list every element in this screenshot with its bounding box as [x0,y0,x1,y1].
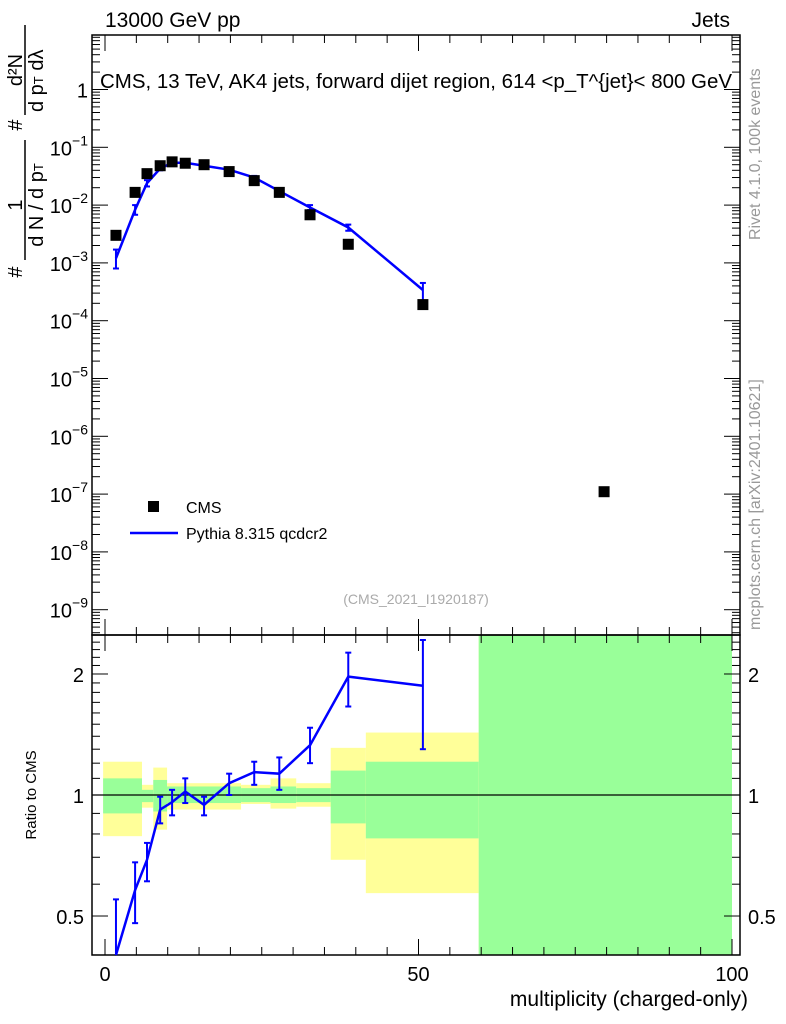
x-tick-label: 50 [407,964,429,986]
mcplots-label: mcplots.cern.ch [arXiv:2401.10621] [747,379,764,630]
y-tick-label: 10−5 [50,364,88,392]
analysis-watermark: (CMS_2021_I1920187) [343,591,489,607]
y-tick-label: 10−4 [50,306,88,334]
y-tick-label: 10−2 [50,190,88,218]
cms-data-point [223,166,235,178]
ratio-y-tick-label: 2 [73,665,84,687]
ratio-band-green-1 [141,789,154,803]
x-axis-title: multiplicity (charged-only) [510,988,748,1011]
data-marks [110,156,610,956]
header-left: 13000 GeV pp [105,9,240,32]
legend: CMS Pythia 8.315 qcdcr2 [130,500,328,543]
cms-data-point [198,159,210,171]
y-title-one: 1 [5,199,27,210]
y-tick-label: 10−8 [50,537,88,565]
y-title-num2: d²N [5,54,27,86]
ratio-y-tick-label: 0.5 [56,907,84,929]
legend-cms-label: CMS [186,500,222,517]
cms-data-point [166,156,178,168]
y-title-den2: d pT dλ [26,50,48,112]
ratio-band-green-2 [153,779,168,812]
y-tick-label: 10−6 [50,421,88,449]
ratio-y-tick-label-right: 1 [748,786,759,808]
ratio-y-tick-label-right: 0.5 [748,907,776,929]
ratio-y-tick-label-right: 2 [748,665,759,687]
cms-data-point [129,186,141,198]
y-axis-title: # 1 d N / d pT # d²N d pT dλ [5,25,48,278]
cms-data-point [342,238,354,250]
cms-data-point [154,160,166,172]
cms-data-point [304,209,316,221]
cms-data-point [248,175,260,187]
y-tick-label: 10−3 [50,248,88,276]
y-tick-label: 10−9 [50,595,88,623]
legend-mc-label: Pythia 8.315 qcdcr2 [186,526,328,543]
ratio-y-tick-label: 1 [73,786,84,808]
y-title-den1: d N / d pT [26,163,48,247]
cms-data-point [179,157,191,169]
cms-data-point [417,299,429,311]
cms-data-point [273,186,285,198]
y-tick-label: 10−7 [50,479,88,507]
ratio-y-axis-title: Ratio to CMS [23,750,40,839]
ratio-band-green-7 [330,770,366,824]
x-tick-label: 100 [715,964,748,986]
y-tick-label: 1 [77,81,88,103]
x-tick-label: 0 [99,964,110,986]
top-panel-frame [91,34,741,636]
mc-line [114,161,424,291]
y-title-hash: # [5,266,27,278]
cms-data-point [110,229,122,241]
ratio-band-green-8 [365,761,479,839]
plot-title: CMS, 13 TeV, AK4 jets, forward dijet reg… [100,71,733,93]
header-right: Jets [691,9,730,32]
cms-data-point [141,168,153,180]
axes: 0 50 100 1 10−1 10−2 10−3 10−4 10−5 10−6 10−7 10−8 1… [50,34,776,986]
legend-cms-marker [148,501,159,512]
cms-data-point [598,486,610,498]
y-title-num1: # [5,119,27,131]
rivet-label: Rivet 4.1.0, 100k events [747,68,764,240]
y-tick-label: 10−1 [50,132,88,160]
ratio-band-green-0 [103,778,142,814]
